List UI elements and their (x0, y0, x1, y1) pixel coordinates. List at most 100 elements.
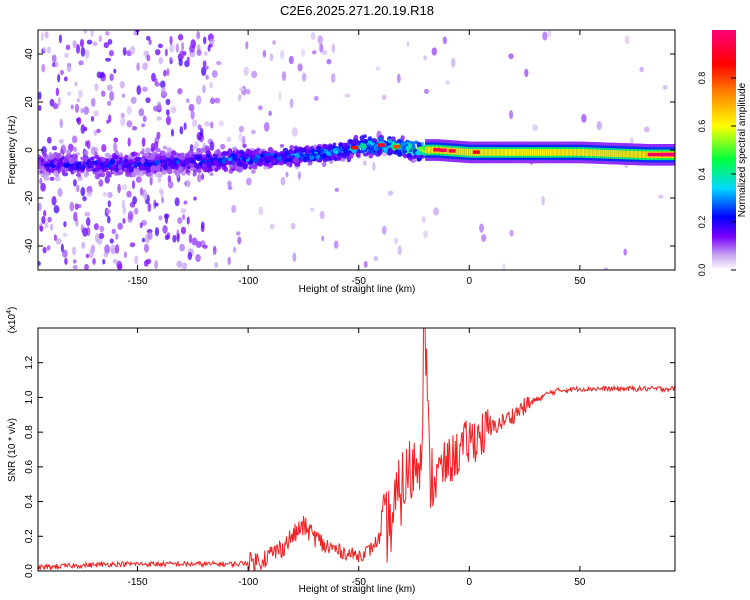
spectrogram-cell (150, 142, 155, 152)
spectrogram-band (552, 149, 555, 156)
spectrogram-cell (135, 176, 142, 183)
spectrogram-cell (126, 190, 132, 198)
spectrogram-x-tick-label: 0 (467, 276, 473, 287)
spectrogram-band (429, 146, 432, 154)
spectrogram-peak (393, 144, 401, 149)
spectrogram-cell (109, 238, 114, 244)
snr-y-tick-label: 0.4 (24, 494, 35, 508)
spectrogram-band (568, 149, 571, 156)
spectrogram-cell (174, 166, 179, 170)
spectrogram-band (609, 150, 612, 157)
spectrogram-band (548, 149, 551, 156)
spectrogram-cell (180, 226, 187, 235)
spectrogram-y-tick-label: 0 (24, 147, 35, 153)
spectrogram-cell (99, 225, 105, 233)
spectrogram-band (621, 150, 624, 158)
spectrogram-cell (201, 221, 205, 229)
spectrogram-cell (186, 56, 190, 63)
spectrogram-band (637, 151, 640, 158)
spectrogram-cell (139, 187, 144, 196)
spectrogram-cell (363, 134, 367, 139)
spectrogram-cell (63, 159, 68, 163)
spectrogram-cell (221, 151, 227, 157)
spectrogram-cell (88, 160, 94, 166)
spectrogram-peak (647, 152, 666, 157)
spectrogram-cell (143, 243, 149, 253)
spectrogram-cell (307, 162, 313, 166)
spectrogram-x-tick-label: -150 (128, 276, 148, 287)
spectrogram-cell (186, 216, 190, 225)
spectrogram-band (559, 149, 562, 156)
spectrogram-cell (411, 144, 416, 150)
spectrogram-cell (76, 184, 80, 193)
snr-x-tick-label: -50 (351, 577, 366, 588)
spectrogram-band (482, 149, 485, 156)
spectrogram-cell (80, 107, 84, 114)
spectrogram-cell (127, 137, 131, 147)
spectrogram-cell (44, 221, 49, 229)
spectrogram-cell (110, 164, 116, 169)
spectrogram-cell (105, 57, 111, 62)
spectrogram-cell (46, 46, 52, 54)
spectrogram-cell (76, 116, 82, 125)
spectrogram-band (455, 148, 458, 155)
spectrogram-band (516, 149, 520, 156)
spectrogram-cell (141, 137, 146, 148)
spectrogram-cell (423, 88, 430, 94)
spectrogram-cell (41, 215, 46, 225)
spectrogram-peak (667, 152, 675, 157)
spectrogram-cell (178, 58, 183, 67)
spectrogram-cell (258, 206, 264, 216)
spectrogram-band (605, 149, 608, 157)
snr-frame (37, 327, 676, 572)
spectrogram-cell (244, 155, 249, 160)
spectrogram-cell (105, 170, 111, 177)
spectrogram-band (563, 149, 566, 156)
spectrogram-band (597, 149, 600, 157)
spectrogram-cell (313, 95, 319, 101)
spectrogram-x-label: Height of straight line (km) (299, 284, 416, 295)
spectrogram-cell (323, 144, 329, 150)
snr-x-tick-label: -100 (238, 577, 258, 588)
spectrogram-band (513, 149, 517, 156)
spectrogram-cell (247, 150, 254, 156)
spectrogram-peak (472, 150, 480, 154)
spectrogram-band (519, 149, 522, 156)
spectrogram-cell (259, 158, 264, 163)
spectrogram-cell (80, 46, 86, 57)
spectrogram-cell (624, 35, 630, 45)
spectrogram-cell (421, 216, 426, 224)
spectrogram-band (632, 150, 635, 158)
spectrogram-cell (136, 85, 142, 96)
spectrogram-band (645, 151, 648, 159)
spectrogram-cell (401, 146, 407, 152)
spectrogram-cell (170, 128, 175, 137)
spectrogram-band (589, 149, 593, 157)
spectrogram-cell (106, 119, 110, 124)
spectrogram-cell (76, 97, 81, 103)
snr-scale-exp: 4 (6, 310, 13, 314)
spectrogram-cell (109, 73, 114, 82)
spectrogram-cell (177, 166, 183, 172)
spectrogram-cell (248, 159, 254, 165)
spectrogram-cell (214, 97, 221, 104)
spectrogram-cell (195, 254, 201, 263)
colorbar-ticks: 0.0 0.2 0.4 0.6 0.8 (697, 72, 736, 276)
spectrogram-cell (98, 179, 104, 187)
spectrogram-cell (623, 248, 627, 256)
colorbar: 0.0 0.2 0.4 0.6 0.8 Normalized spectral ampl… (697, 30, 748, 276)
spectrogram-cell (177, 217, 183, 224)
spectrogram-cell (176, 260, 183, 268)
spectrogram-cell (157, 101, 162, 111)
spectrogram-cell (139, 151, 144, 155)
spectrogram-panel: -150 -100 -50 0 50 -40 -20 0 20 40 Height of str… (7, 29, 676, 295)
spectrogram-cell (171, 150, 177, 156)
spectrogram-cell (72, 259, 77, 264)
spectrogram-band (460, 148, 464, 156)
spectrogram-cell (64, 257, 68, 265)
spectrogram-cell (39, 177, 43, 185)
spectrogram-band (517, 149, 521, 156)
spectrogram-cell (55, 238, 62, 245)
spectrogram-band (524, 149, 527, 156)
spectrogram-cell (73, 211, 78, 222)
